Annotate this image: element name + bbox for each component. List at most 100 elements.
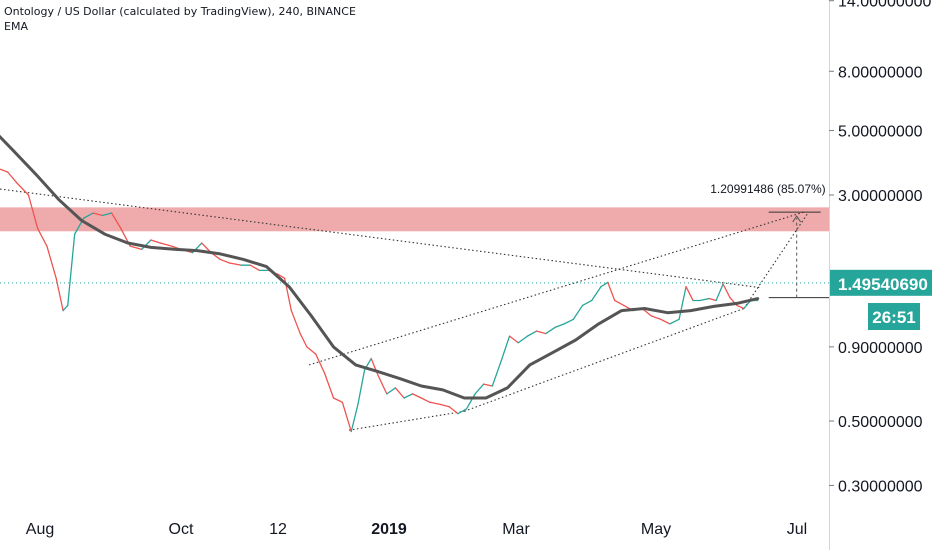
price-segment <box>581 299 593 307</box>
price-segment <box>412 393 422 399</box>
price-segment <box>420 397 431 403</box>
price-segment <box>685 286 694 302</box>
trendline-5 <box>743 211 810 309</box>
price-segment <box>92 212 104 217</box>
y-tick-label: 0.50000000 <box>838 414 923 431</box>
price-segment <box>290 309 301 335</box>
price-segment <box>722 283 731 299</box>
price-segment <box>508 335 519 344</box>
price-badge-label: 1.49540690 <box>838 275 928 294</box>
x-tick-label: 2019 <box>371 521 407 538</box>
price-segment <box>357 369 366 406</box>
symbol-title: Ontology / US Dollar (calculated by Trad… <box>4 5 356 18</box>
price-segment <box>6 171 18 184</box>
measure-arrow-head <box>792 215 802 223</box>
indicator-label: EMA <box>4 20 28 33</box>
price-segment <box>483 383 493 387</box>
price-segment <box>46 245 57 279</box>
price-segment <box>386 387 397 395</box>
price-segment <box>650 315 662 320</box>
price-segment <box>323 372 335 399</box>
price-segment <box>394 387 405 399</box>
price-segment <box>306 346 317 355</box>
price-segment <box>591 286 602 302</box>
price-segment <box>607 281 616 302</box>
price-segment <box>228 262 242 266</box>
price-segment <box>429 401 442 406</box>
x-tick-label: Aug <box>26 521 54 538</box>
price-segment <box>129 245 143 250</box>
price-segment <box>37 227 48 247</box>
price-segment <box>736 304 745 310</box>
price-segment <box>249 264 261 272</box>
y-tick-label: 8.00000000 <box>838 64 923 81</box>
x-tick-label: 12 <box>269 521 287 538</box>
x-tick-label: Mar <box>502 521 530 538</box>
trendline-3 <box>348 410 465 431</box>
price-segment <box>491 361 502 387</box>
price-segment <box>150 239 161 244</box>
trendline-4 <box>464 307 745 412</box>
resistance-zone <box>0 207 829 232</box>
price-segment <box>545 326 556 335</box>
price-segment <box>332 397 344 403</box>
price-segment <box>536 330 547 335</box>
price-segment <box>572 304 584 320</box>
countdown-badge-label: 26:51 <box>872 308 915 327</box>
chart-legend: Ontology / US Dollar (calculated by Trad… <box>4 4 356 34</box>
price-segment <box>403 393 414 399</box>
price-segment <box>474 383 485 395</box>
price-segment <box>600 281 609 288</box>
price-segment <box>500 335 511 363</box>
y-tick-label: 14.00000000 <box>838 0 932 11</box>
price-segment <box>715 283 724 302</box>
price-segment <box>141 239 152 250</box>
price-segment <box>440 403 450 408</box>
price-segment <box>83 212 94 219</box>
price-segment <box>0 168 9 173</box>
price-segment <box>315 353 326 374</box>
price-segment <box>350 403 359 433</box>
price-segment <box>299 332 308 348</box>
price-segment <box>678 286 687 320</box>
price-segment <box>563 318 575 325</box>
price-segment <box>659 318 671 325</box>
y-tick-label: 5.00000000 <box>838 124 923 141</box>
y-tick-label: 0.30000000 <box>838 478 923 495</box>
price-segment <box>517 335 529 344</box>
x-tick-label: May <box>641 521 671 538</box>
ema-line <box>0 134 760 400</box>
price-segment <box>554 323 565 329</box>
price-segment <box>27 194 39 230</box>
price-segment <box>219 258 231 264</box>
y-tick-label: 3.00000000 <box>838 188 923 205</box>
price-segment <box>708 297 717 302</box>
price-badge <box>830 269 932 296</box>
trendline-2 <box>308 211 805 366</box>
price-segment <box>16 182 30 196</box>
trendline-1 <box>0 188 761 289</box>
price-segment <box>526 330 538 337</box>
price-segment <box>669 318 680 325</box>
countdown-badge <box>868 303 920 330</box>
measure-label: 1.20991486 (85.07%) <box>710 182 825 196</box>
price-segment <box>62 304 69 312</box>
price-segment <box>277 273 286 279</box>
price-segment <box>457 408 468 415</box>
price-segment <box>448 406 459 415</box>
price-segment <box>341 401 352 433</box>
price-segment <box>614 299 625 307</box>
x-tick-label: Oct <box>169 521 194 538</box>
x-tick-label: Jul <box>787 521 807 538</box>
price-segment <box>111 212 122 230</box>
price-segment <box>159 242 173 247</box>
y-tick-label: 0.90000000 <box>838 340 923 357</box>
price-segment <box>465 393 476 410</box>
price-segment <box>699 297 710 302</box>
price-segment <box>67 233 76 307</box>
price-segment <box>377 374 388 395</box>
price-segment <box>55 277 64 312</box>
price-segment <box>101 212 113 217</box>
